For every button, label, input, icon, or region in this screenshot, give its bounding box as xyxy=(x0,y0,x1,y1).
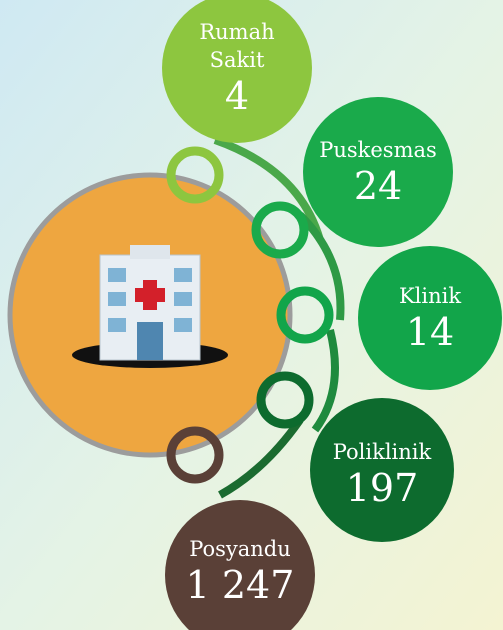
node: Klinik 14 xyxy=(360,282,500,354)
node-label: Puskesmas xyxy=(319,138,437,162)
connector xyxy=(213,136,324,242)
ring xyxy=(256,371,314,429)
node: Posyandu 1 247 xyxy=(165,535,315,607)
node-label: Posyandu xyxy=(189,537,291,561)
connector xyxy=(218,417,304,499)
ring xyxy=(276,286,334,344)
connector xyxy=(297,212,345,321)
node-circle xyxy=(162,0,312,143)
node-value: 4 xyxy=(224,74,250,118)
node-circle xyxy=(165,500,315,630)
node-circle xyxy=(303,97,453,247)
ring xyxy=(251,201,309,259)
connector xyxy=(311,329,339,433)
node: Poliklinik 197 xyxy=(312,438,452,510)
ring xyxy=(166,426,224,484)
node-value: 1 247 xyxy=(185,563,295,607)
node-label: Rumah Sakit xyxy=(199,20,275,72)
node-label: Klinik xyxy=(398,284,462,308)
icon-cross xyxy=(135,288,165,302)
node: Puskesmas 24 xyxy=(300,136,456,208)
node-value: 24 xyxy=(353,164,403,208)
icon-windows xyxy=(108,268,192,360)
node-value: 14 xyxy=(405,310,455,354)
node-label: Poliklinik xyxy=(332,440,432,464)
node-circle xyxy=(310,398,454,542)
icon-roof xyxy=(130,245,170,259)
node-circle xyxy=(358,246,502,390)
ring xyxy=(166,146,224,204)
node: Rumah Sakit 4 xyxy=(187,18,287,118)
node-value: 197 xyxy=(345,466,419,510)
